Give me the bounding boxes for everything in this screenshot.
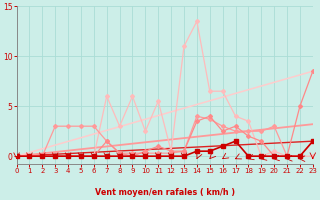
X-axis label: Vent moyen/en rafales ( km/h ): Vent moyen/en rafales ( km/h ) xyxy=(95,188,235,197)
